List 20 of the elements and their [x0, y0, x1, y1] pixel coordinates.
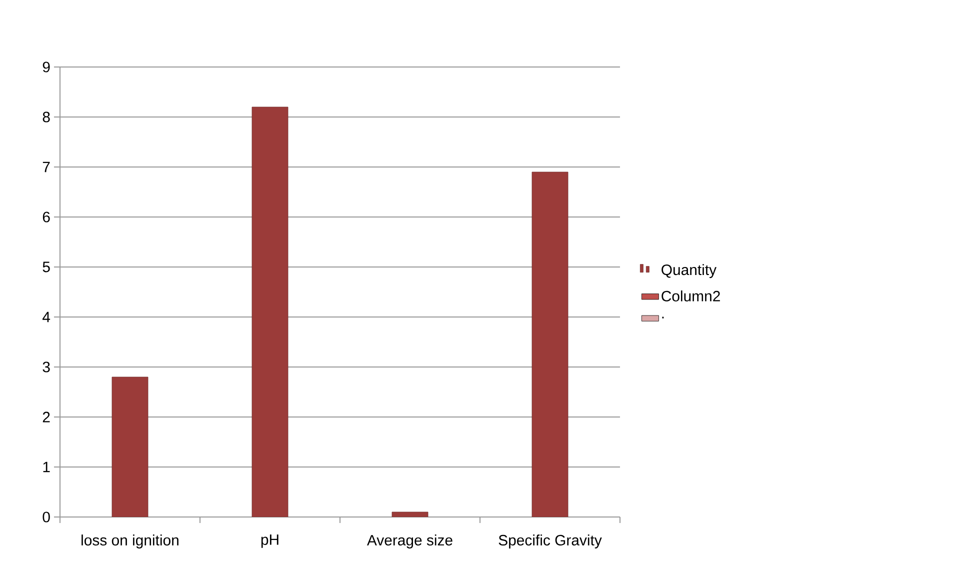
x-tick-label: Average size [366, 534, 452, 548]
y-tick-label: 3 [42, 362, 50, 372]
y-tick-label: 7 [42, 162, 50, 172]
bar [112, 376, 148, 517]
bar [252, 106, 288, 517]
y-tick-label: 8 [42, 112, 50, 122]
y-tick-label: 1 [43, 462, 50, 472]
y-tick-label: 2 [42, 412, 50, 422]
y-tick-label: 0 [42, 512, 50, 522]
y-tick-label: 9 [42, 62, 50, 72]
y-tick-label: 6 [42, 212, 50, 222]
legend-label: Quantity [662, 264, 716, 278]
legend-label: Column2 [662, 290, 720, 302]
legend-label: . [662, 316, 664, 318]
x-tick-label: Specific Gravity [498, 534, 602, 548]
x-tick-label: pH [261, 534, 278, 548]
bar [532, 172, 568, 517]
x-tick-label: loss on ignition [82, 534, 178, 548]
y-tick-label: 5 [42, 262, 50, 272]
y-tick-label: 4 [42, 312, 50, 322]
